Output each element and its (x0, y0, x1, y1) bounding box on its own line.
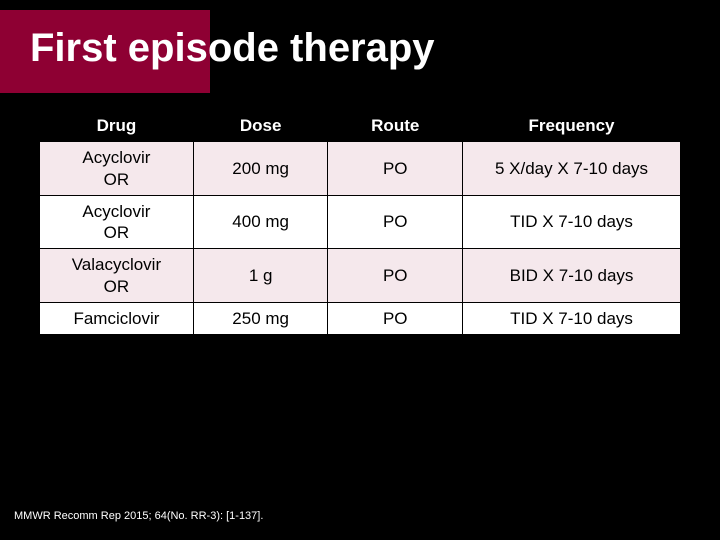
table-row: Acyclovir OR 200 mg PO 5 X/day X 7-10 da… (40, 142, 681, 196)
cell-freq: TID X 7-10 days (463, 195, 681, 249)
table-row: Acyclovir OR 400 mg PO TID X 7-10 days (40, 195, 681, 249)
slide: First episode therapy Drug Dose Route Fr… (0, 0, 720, 540)
cell-drug: Famciclovir (40, 302, 194, 334)
table-row: Valacyclovir OR 1 g PO BID X 7-10 days (40, 249, 681, 303)
cell-dose: 200 mg (193, 142, 328, 196)
drug-or: OR (44, 169, 189, 190)
cell-drug: Valacyclovir OR (40, 249, 194, 303)
table-header-row: Drug Dose Route Frequency (40, 110, 681, 142)
citation: MMWR Recomm Rep 2015; 64(No. RR-3): [1-1… (14, 510, 263, 522)
table: Drug Dose Route Frequency Acyclovir OR 2… (39, 109, 681, 335)
drug-name: Acyclovir (82, 148, 150, 167)
col-freq: Frequency (463, 110, 681, 142)
drug-name: Famciclovir (73, 309, 159, 328)
cell-drug: Acyclovir OR (40, 142, 194, 196)
cell-freq: 5 X/day X 7-10 days (463, 142, 681, 196)
cell-route: PO (328, 142, 463, 196)
drug-name: Acyclovir (82, 202, 150, 221)
cell-freq: BID X 7-10 days (463, 249, 681, 303)
therapy-table: Drug Dose Route Frequency Acyclovir OR 2… (38, 108, 682, 336)
cell-dose: 250 mg (193, 302, 328, 334)
drug-or: OR (44, 276, 189, 297)
cell-route: PO (328, 302, 463, 334)
table-row: Famciclovir 250 mg PO TID X 7-10 days (40, 302, 681, 334)
cell-dose: 400 mg (193, 195, 328, 249)
page-title: First episode therapy (30, 26, 435, 71)
col-route: Route (328, 110, 463, 142)
cell-route: PO (328, 195, 463, 249)
drug-or: OR (44, 222, 189, 243)
cell-drug: Acyclovir OR (40, 195, 194, 249)
col-dose: Dose (193, 110, 328, 142)
drug-name: Valacyclovir (72, 255, 161, 274)
cell-dose: 1 g (193, 249, 328, 303)
col-drug: Drug (40, 110, 194, 142)
cell-route: PO (328, 249, 463, 303)
cell-freq: TID X 7-10 days (463, 302, 681, 334)
